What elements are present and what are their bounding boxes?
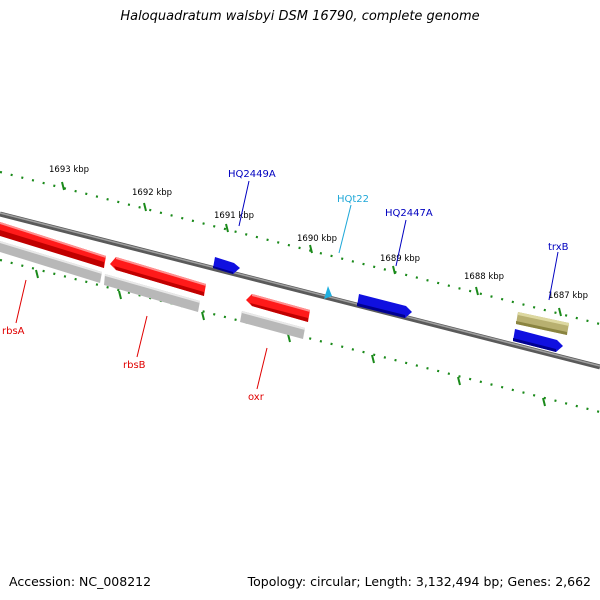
gene-feature-rbsB[interactable]: [110, 257, 206, 296]
scale-tick: [309, 244, 313, 254]
leader-oxr: [256, 347, 268, 390]
gray-feature: [105, 274, 200, 303]
scale-tick: [35, 269, 39, 279]
gene-label-oxr[interactable]: oxr: [248, 392, 265, 403]
scale-tick: [287, 333, 291, 343]
scale-label-1688: 1688 kbp: [464, 272, 504, 282]
scale-label-1690: 1690 kbp: [297, 234, 337, 244]
genome-summary-text: Topology: circular; Length: 3,132,494 bp…: [247, 574, 591, 589]
leader-HQ2449A: [238, 180, 250, 227]
label-leaders: [15, 180, 559, 390]
genome-backbone: [0, 211, 600, 370]
scale-tick: [392, 265, 396, 275]
gene-label-rbsA[interactable]: rbsA: [2, 326, 25, 337]
gene-feature-HQ2449A[interactable]: [213, 257, 240, 274]
gray-feature: [104, 274, 200, 312]
scale-tick: [558, 307, 562, 317]
scale-tick: [475, 286, 479, 296]
gray-feature: [242, 311, 305, 330]
scale-label-1693: 1693 kbp: [49, 165, 89, 175]
blue-features: [213, 257, 563, 352]
gene-feature-trxB-blue[interactable]: [513, 329, 563, 352]
scale-tick: [371, 354, 375, 364]
gene-label-HQt22[interactable]: HQt22: [337, 194, 369, 205]
scale-tick: [457, 376, 461, 386]
gray-feature: [240, 311, 305, 339]
scale-tick: [201, 311, 205, 321]
scale-label-1691: 1691 kbp: [214, 211, 254, 221]
accession-text: Accession: NC_008212: [9, 574, 152, 589]
gene-feature-oxr[interactable]: [246, 294, 310, 322]
gene-labels: HQ2449A HQt22 HQ2447A trxB rbsA rbsB oxr: [2, 169, 569, 403]
scale-tick: [225, 223, 229, 233]
leader-HQt22: [338, 204, 352, 254]
gene-feature-trxB[interactable]: [516, 312, 569, 335]
gene-feature-HQ2447A[interactable]: [357, 294, 412, 318]
scale-labels: 1693 kbp 1692 kbp 1691 kbp 1690 kbp 1689…: [49, 165, 588, 301]
gray-feature: [0, 241, 102, 283]
leader-rbsB: [136, 315, 148, 358]
scale-label-1687: 1687 kbp: [548, 291, 588, 301]
gene-label-rbsB[interactable]: rbsB: [123, 360, 146, 371]
leader-rbsA: [15, 279, 27, 324]
trna-marker-HQt22[interactable]: [324, 286, 332, 299]
leader-HQ2447A: [395, 219, 407, 267]
leader-trxB: [548, 251, 559, 301]
gray-feature: [0, 241, 102, 274]
scale-tick: [118, 290, 122, 300]
scale-tick: [143, 202, 147, 212]
scale-label-1689: 1689 kbp: [380, 254, 420, 264]
gray-features: [0, 241, 305, 339]
gene-label-HQ2447A[interactable]: HQ2447A: [385, 208, 433, 219]
scale-tick: [61, 181, 65, 191]
gene-label-trxB[interactable]: trxB: [548, 242, 569, 253]
scale-tick: [542, 397, 546, 407]
map-title: Haloquadratum walsbyi DSM 16790, complet…: [120, 9, 480, 24]
upper-scale-track: [0, 170, 600, 326]
gene-label-HQ2449A[interactable]: HQ2449A: [228, 169, 276, 180]
gene-feature-rbsA[interactable]: [0, 222, 106, 268]
scale-label-1692: 1692 kbp: [132, 188, 172, 198]
red-features: [0, 222, 310, 322]
